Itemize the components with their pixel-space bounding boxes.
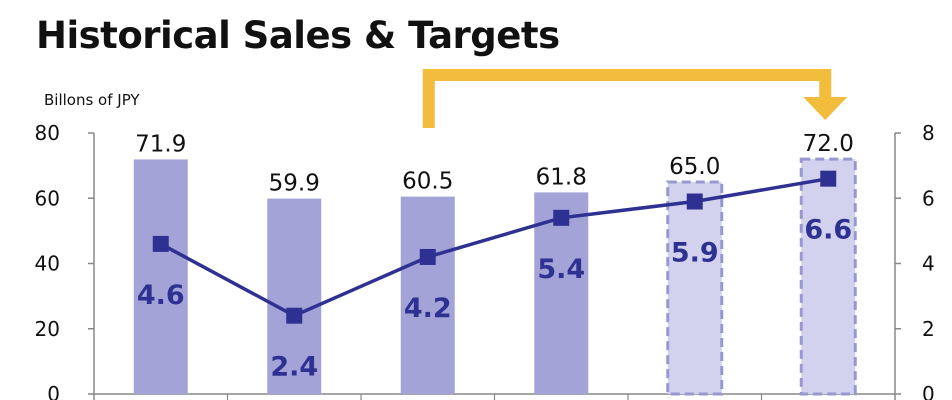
line-value-label: 5.4 [537, 254, 585, 285]
bar-value-label: 60.5 [402, 169, 453, 195]
y2-tick-label: 4 [922, 252, 935, 276]
line-point [152, 235, 169, 252]
y-tick-label: 40 [35, 252, 60, 276]
line-point [419, 248, 436, 265]
sales-bar [133, 159, 188, 394]
line-value-label: 4.2 [404, 293, 452, 324]
sales-bar [267, 198, 322, 394]
y2-tick-label: 6 [922, 186, 935, 210]
line-value-label: 5.9 [671, 238, 719, 269]
target-bar [799, 157, 857, 396]
chart-title: Historical Sales & Targets [36, 14, 560, 57]
bar-value-label: 72.0 [803, 131, 854, 157]
bar-value-label: 59.9 [269, 171, 320, 197]
y-tick-label: 0 [47, 382, 60, 400]
line-point [286, 307, 303, 324]
sales-bar [400, 196, 455, 394]
y-tick-label: 60 [35, 186, 60, 210]
y2-tick-label: 8 [922, 121, 935, 145]
ratio-line [159, 176, 829, 318]
line-point [686, 193, 703, 210]
y-tick-label: 80 [35, 121, 60, 145]
bar-value-label: 71.9 [135, 131, 186, 157]
y2-tick-label: 0 [922, 382, 935, 400]
y2-tick-label: 2 [922, 317, 935, 341]
y-tick-label: 20 [35, 317, 60, 341]
target-bar [666, 180, 724, 396]
target-arrow [422, 69, 832, 128]
bar-value-label: 61.8 [536, 164, 587, 190]
y-axis-unit-label: Billons of JPY [44, 91, 140, 109]
line-point [553, 209, 570, 226]
line-value-label: 4.6 [137, 280, 185, 311]
line-value-label: 6.6 [804, 215, 852, 246]
line-value-label: 2.4 [270, 352, 318, 383]
bar-value-label: 65.0 [669, 154, 720, 180]
sales-bar [534, 192, 589, 394]
target-arrow-head [803, 97, 848, 120]
line-point [820, 170, 837, 187]
